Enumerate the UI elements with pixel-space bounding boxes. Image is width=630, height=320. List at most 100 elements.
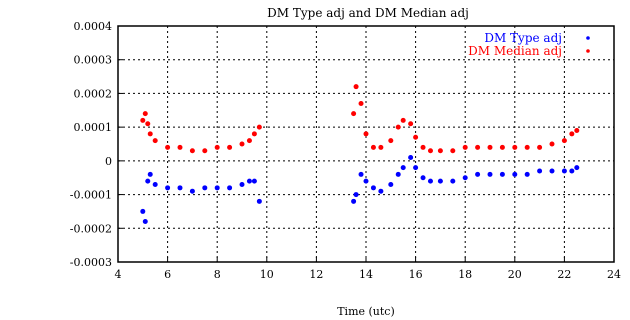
data-point <box>227 185 233 191</box>
x-tick-label: 6 <box>164 268 171 281</box>
data-point <box>437 178 443 184</box>
data-point <box>140 208 146 214</box>
data-point <box>189 188 195 194</box>
data-point <box>142 111 148 117</box>
data-point <box>437 148 443 154</box>
data-point <box>475 171 481 177</box>
data-point <box>145 178 151 184</box>
data-point <box>549 141 555 147</box>
series-1 <box>140 154 580 225</box>
data-point <box>450 148 456 154</box>
x-tick-label: 12 <box>309 268 323 281</box>
data-point <box>537 144 543 150</box>
data-point <box>147 131 153 137</box>
data-point <box>152 138 158 144</box>
data-point <box>351 198 357 204</box>
data-point <box>574 165 580 171</box>
grid <box>118 26 614 262</box>
legend-swatch <box>586 36 590 40</box>
data-point <box>147 171 153 177</box>
data-point <box>246 138 252 144</box>
y-tick-label: 0.0003 <box>74 54 113 67</box>
y-tick-label: 0.0004 <box>74 20 113 33</box>
data-point <box>395 124 401 130</box>
data-point <box>462 175 468 181</box>
data-point <box>202 148 208 154</box>
data-point <box>450 178 456 184</box>
data-point <box>400 117 406 123</box>
data-point <box>256 124 262 130</box>
data-point <box>246 178 252 184</box>
data-point <box>165 144 171 150</box>
data-point <box>378 188 384 194</box>
data-point <box>408 121 414 127</box>
x-tick-label: 20 <box>508 268 522 281</box>
data-point <box>202 185 208 191</box>
data-point <box>569 131 575 137</box>
data-point <box>574 128 580 134</box>
data-point <box>363 178 369 184</box>
data-point <box>351 111 357 117</box>
data-point <box>353 84 359 90</box>
data-point <box>400 165 406 171</box>
data-point <box>499 171 505 177</box>
data-point <box>512 171 518 177</box>
data-point <box>256 198 262 204</box>
data-point <box>214 185 220 191</box>
x-tick-label: 8 <box>214 268 221 281</box>
data-point <box>427 148 433 154</box>
legend-label: DM Type adj <box>484 31 562 45</box>
data-point <box>487 144 493 150</box>
data-point <box>420 144 426 150</box>
data-point <box>561 138 567 144</box>
data-point <box>140 117 146 123</box>
data-point <box>395 171 401 177</box>
y-tick-label: 0.0001 <box>74 121 113 134</box>
data-point <box>378 144 384 150</box>
x-tick-label: 10 <box>260 268 274 281</box>
data-point <box>388 138 394 144</box>
data-point <box>227 144 233 150</box>
x-tick-label: 22 <box>557 268 571 281</box>
data-point <box>512 144 518 150</box>
data-point <box>358 171 364 177</box>
data-point <box>537 168 543 174</box>
data-point <box>239 141 245 147</box>
y-tick-label: -0.0003 <box>70 256 112 269</box>
data-point <box>239 181 245 187</box>
y-tick-label: 0.0002 <box>74 87 113 100</box>
x-tick-label: 4 <box>115 268 122 281</box>
chart-title: DM Type adj and DM Median adj <box>267 6 469 20</box>
y-tick-label: -0.0001 <box>70 189 112 202</box>
data-point <box>145 121 151 127</box>
data-point <box>177 185 183 191</box>
legend-swatch <box>586 49 590 53</box>
data-point <box>413 134 419 140</box>
data-point <box>353 192 359 198</box>
data-point <box>408 154 414 160</box>
data-point <box>251 131 257 137</box>
data-point <box>420 175 426 181</box>
data-point <box>388 181 394 187</box>
legend-label: DM Median adj <box>468 44 562 58</box>
data-point <box>524 171 530 177</box>
x-tick-label: 14 <box>359 268 373 281</box>
data-point <box>370 144 376 150</box>
x-tick-label: 24 <box>607 268 621 281</box>
data-point <box>487 171 493 177</box>
data-point <box>363 131 369 137</box>
x-axis-label: Time (utc) <box>337 305 395 318</box>
data-point <box>569 168 575 174</box>
x-tick-label: 18 <box>458 268 472 281</box>
y-tick-label: -0.0002 <box>70 222 112 235</box>
data-point <box>189 148 195 154</box>
data-point <box>524 144 530 150</box>
data-point <box>427 178 433 184</box>
data-point <box>462 144 468 150</box>
data-point <box>165 185 171 191</box>
data-point <box>358 101 364 107</box>
data-point <box>177 144 183 150</box>
data-point <box>499 144 505 150</box>
